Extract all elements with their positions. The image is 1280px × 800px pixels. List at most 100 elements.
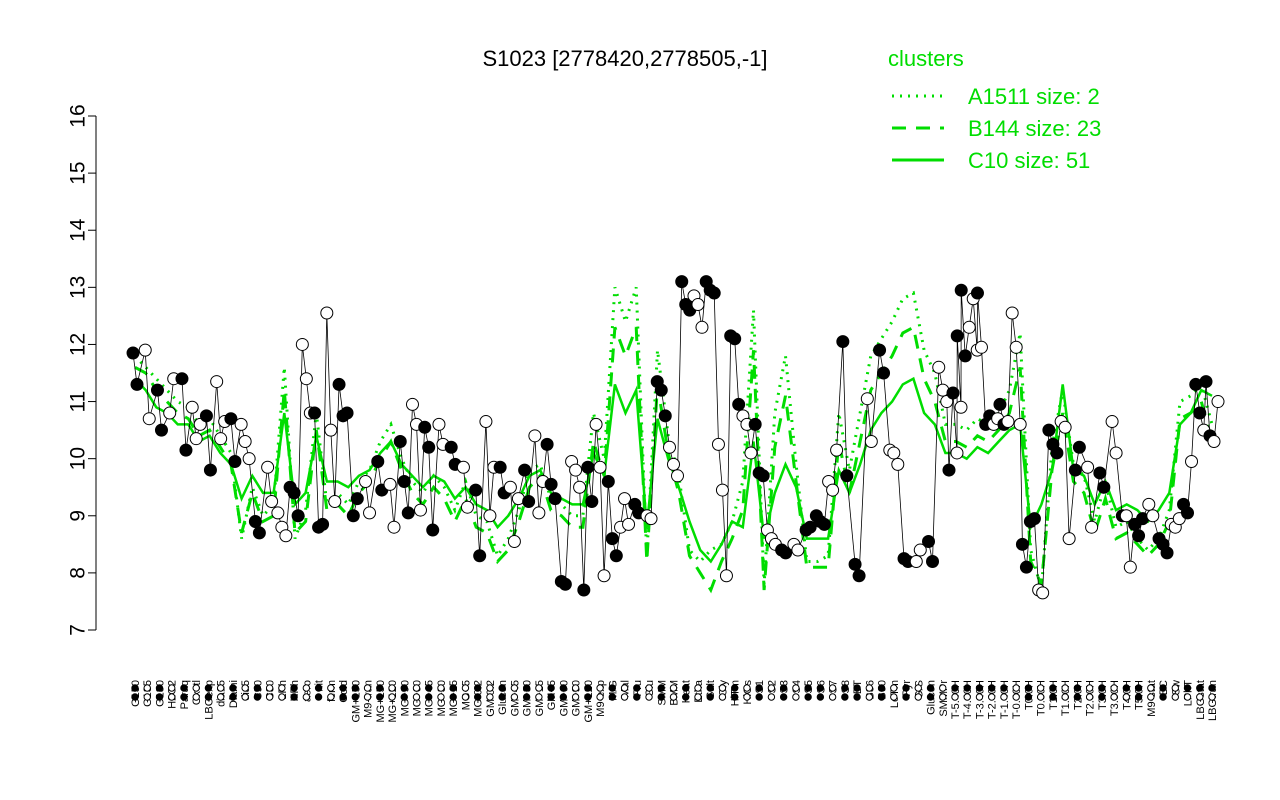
data-point-open xyxy=(1185,455,1199,469)
x-marker xyxy=(657,684,665,692)
x-marker xyxy=(168,684,176,692)
data-point-filled xyxy=(228,455,242,469)
x-marker xyxy=(975,693,984,701)
data-point-open xyxy=(507,534,521,548)
data-point-filled xyxy=(1193,406,1207,420)
data-point-filled xyxy=(1097,480,1111,494)
x-marker xyxy=(1049,693,1057,701)
data-point-filled xyxy=(1015,537,1029,551)
data-point-filled xyxy=(942,463,956,477)
x-marker xyxy=(914,684,922,692)
x-marker xyxy=(253,693,262,701)
x-marker xyxy=(1110,693,1118,701)
x-marker xyxy=(461,693,470,701)
x-marker xyxy=(890,684,898,692)
x-marker xyxy=(669,693,678,701)
y-tick-label: 9 xyxy=(67,510,90,522)
data-point-filled xyxy=(444,440,458,454)
x-marker xyxy=(498,693,506,701)
data-point-filled xyxy=(248,514,262,528)
data-point-open xyxy=(242,452,256,466)
x-marker xyxy=(1171,693,1179,701)
x-marker xyxy=(682,693,690,701)
x-tick-label: Oxctl xyxy=(191,680,203,705)
x-marker xyxy=(792,684,800,692)
y-tick-label: 12 xyxy=(67,333,90,356)
x-marker xyxy=(131,684,139,692)
x-marker xyxy=(645,693,653,701)
data-point-open xyxy=(238,435,252,449)
x-marker xyxy=(596,693,604,701)
data-point-open xyxy=(663,440,676,454)
x-marker xyxy=(376,684,384,692)
x-marker xyxy=(425,684,433,692)
x-marker xyxy=(596,684,604,692)
x-marker xyxy=(1122,693,1131,701)
data-point-filled xyxy=(803,520,817,534)
x-marker xyxy=(327,693,335,701)
data-point-open xyxy=(950,446,964,460)
y-tick-label: 8 xyxy=(67,567,90,579)
x-marker xyxy=(1085,693,1094,701)
data-point-open xyxy=(860,392,874,406)
data-point-filled xyxy=(1181,506,1195,520)
data-point-filled xyxy=(836,335,850,349)
x-marker xyxy=(425,693,433,701)
chart-title: S1023 [2778420,2778505,-1] xyxy=(482,46,767,71)
x-marker xyxy=(168,693,176,701)
data-point-filled xyxy=(779,546,793,560)
data-point-filled xyxy=(993,397,1007,411)
x-marker xyxy=(804,684,812,692)
x-axis: G150G135G180H2O2ParaqOxctlLBGexpdia15Dia… xyxy=(130,679,1219,722)
data-point-open xyxy=(363,506,377,520)
legend: clusters A1511 size: 2 B144 size: 23 C10 s… xyxy=(888,46,1101,173)
data-point-filled xyxy=(1072,440,1086,454)
x-marker xyxy=(1208,693,1216,701)
x-marker xyxy=(363,693,372,701)
x-marker xyxy=(694,693,702,701)
x-marker xyxy=(633,684,641,692)
x-marker xyxy=(278,693,286,701)
x-marker xyxy=(1061,684,1069,692)
x-marker xyxy=(278,684,286,692)
x-marker xyxy=(926,684,935,692)
x-marker xyxy=(1024,693,1033,701)
data-point-open xyxy=(974,340,988,354)
x-marker xyxy=(1098,693,1106,701)
data-point-filled xyxy=(544,477,558,491)
x-marker xyxy=(584,693,592,701)
x-marker xyxy=(951,693,959,701)
data-point-open xyxy=(1142,497,1156,511)
data-point-filled xyxy=(332,377,346,391)
data-point-filled xyxy=(350,492,364,506)
x-tick-label: HiTm xyxy=(730,680,742,706)
x-marker xyxy=(645,684,653,692)
data-point-open xyxy=(189,432,203,446)
x-marker xyxy=(804,693,812,701)
data-point-filled xyxy=(252,526,266,540)
data-point-open xyxy=(744,446,758,460)
x-marker xyxy=(816,693,825,701)
data-point-filled xyxy=(950,329,964,343)
data-point-filled xyxy=(426,523,440,537)
x-marker xyxy=(706,684,714,692)
y-tick-label: 7 xyxy=(67,624,90,636)
x-marker xyxy=(620,684,629,692)
x-marker xyxy=(988,684,996,692)
x-marker xyxy=(914,693,922,701)
x-marker xyxy=(1196,693,1204,701)
data-point-filled xyxy=(203,463,217,477)
data-point-open xyxy=(320,306,334,320)
x-marker xyxy=(473,693,482,701)
data-point-filled xyxy=(817,517,831,531)
data-point-open xyxy=(826,483,840,497)
data-point-filled xyxy=(756,469,770,483)
x-marker xyxy=(290,684,298,692)
x-marker xyxy=(1171,684,1179,692)
data-point-open xyxy=(405,397,419,411)
x-marker xyxy=(694,684,702,692)
data-point-open xyxy=(569,463,583,477)
x-marker xyxy=(314,684,323,692)
data-points xyxy=(126,275,1225,600)
